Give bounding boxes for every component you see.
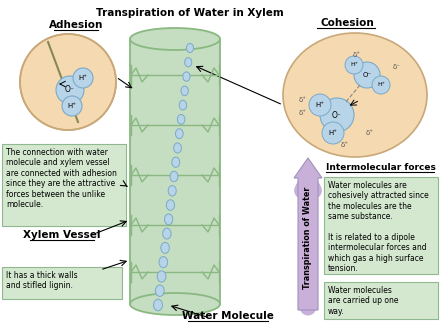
Ellipse shape — [179, 100, 187, 110]
Ellipse shape — [177, 115, 185, 124]
Text: Intermolecular forces: Intermolecular forces — [326, 163, 436, 172]
Ellipse shape — [170, 171, 178, 182]
Bar — [130, 39, 220, 304]
Text: Water molecules are
cohesively attracted since
the molecules are the
same substa: Water molecules are cohesively attracted… — [328, 181, 429, 273]
Ellipse shape — [183, 72, 190, 81]
Circle shape — [20, 34, 116, 130]
FancyBboxPatch shape — [2, 267, 122, 299]
Text: The connection with water
molecule and xylem vessel
are connected with adhesion
: The connection with water molecule and x… — [6, 148, 117, 209]
Ellipse shape — [155, 285, 164, 296]
Ellipse shape — [283, 33, 427, 157]
Text: δ⁺: δ⁺ — [299, 97, 307, 103]
Circle shape — [345, 56, 363, 74]
Text: H⁺: H⁺ — [329, 130, 337, 136]
Ellipse shape — [172, 157, 180, 167]
Text: O⁻: O⁻ — [65, 85, 75, 94]
Text: It has a thick walls
and stifled lignin.: It has a thick walls and stifled lignin. — [6, 271, 77, 290]
Text: δ⁺: δ⁺ — [299, 110, 307, 116]
Circle shape — [322, 122, 344, 144]
Ellipse shape — [130, 28, 220, 50]
Ellipse shape — [174, 143, 181, 153]
Ellipse shape — [159, 257, 168, 268]
Ellipse shape — [176, 129, 183, 139]
Ellipse shape — [154, 299, 162, 311]
Ellipse shape — [166, 200, 175, 210]
Circle shape — [73, 68, 93, 88]
Ellipse shape — [181, 86, 188, 96]
Ellipse shape — [163, 228, 171, 239]
Text: δ⁺: δ⁺ — [366, 130, 374, 136]
Ellipse shape — [185, 58, 192, 67]
FancyBboxPatch shape — [324, 282, 438, 319]
Ellipse shape — [168, 185, 176, 196]
Ellipse shape — [187, 44, 194, 52]
Text: H⁺: H⁺ — [78, 75, 88, 81]
Text: H⁺: H⁺ — [67, 103, 77, 109]
FancyArrow shape — [294, 158, 322, 310]
Text: δ⁻: δ⁻ — [393, 64, 401, 70]
Circle shape — [309, 94, 331, 116]
Ellipse shape — [157, 271, 166, 282]
Text: H⁺: H⁺ — [315, 102, 324, 108]
Ellipse shape — [130, 293, 220, 315]
Circle shape — [62, 96, 82, 116]
Text: O⁻: O⁻ — [332, 111, 342, 119]
FancyBboxPatch shape — [2, 144, 126, 226]
Circle shape — [56, 76, 84, 104]
Text: H⁺: H⁺ — [377, 82, 385, 87]
Circle shape — [320, 98, 354, 132]
Text: Cohesion: Cohesion — [320, 18, 374, 28]
Text: Transpiration of Water: Transpiration of Water — [304, 187, 312, 289]
Ellipse shape — [161, 242, 169, 253]
Text: O⁻: O⁻ — [363, 72, 371, 78]
Text: δ⁺: δ⁺ — [341, 142, 349, 148]
Text: Xylem Vessel: Xylem Vessel — [23, 230, 101, 240]
Text: δ⁺: δ⁺ — [353, 52, 361, 58]
Text: Transpiration of Water in Xylem: Transpiration of Water in Xylem — [96, 8, 284, 18]
Circle shape — [354, 62, 380, 88]
Text: Water Molecule: Water Molecule — [182, 311, 274, 321]
Text: Adhesion: Adhesion — [49, 20, 103, 30]
Text: Water molecules
are carried up one
way.: Water molecules are carried up one way. — [328, 286, 399, 316]
Text: H⁺: H⁺ — [350, 62, 358, 68]
FancyBboxPatch shape — [324, 177, 438, 274]
Circle shape — [372, 76, 390, 94]
Ellipse shape — [165, 214, 173, 225]
